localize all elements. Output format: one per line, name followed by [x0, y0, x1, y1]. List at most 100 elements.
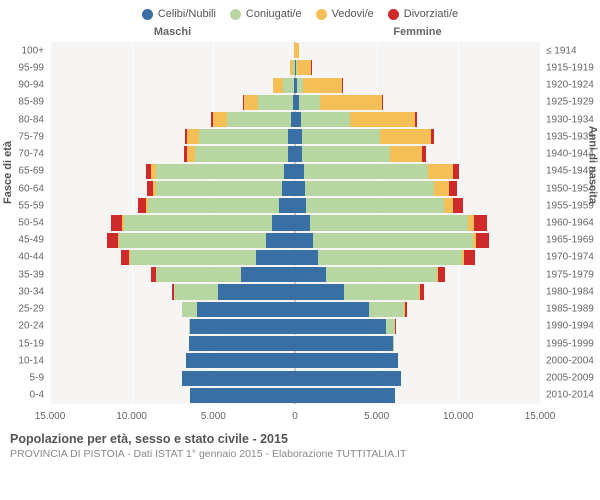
segment: [380, 129, 431, 144]
male-bar: [50, 78, 295, 93]
female-bar: [295, 353, 540, 368]
segment: [295, 336, 393, 351]
female-bar: [295, 250, 540, 265]
age-label: 40-44: [18, 252, 44, 263]
male-bar: [50, 215, 295, 230]
age-label: 85-89: [18, 97, 44, 108]
age-row: [50, 388, 540, 403]
x-tick-label: 0: [292, 411, 298, 422]
segment: [420, 284, 424, 299]
segment: [449, 181, 457, 196]
age-row: [50, 336, 540, 351]
segment: [119, 233, 266, 248]
male-bar: [50, 164, 295, 179]
age-label: 5-9: [30, 373, 44, 384]
male-bar: [50, 43, 295, 58]
female-bar: [295, 78, 540, 93]
male-bar: [50, 146, 295, 161]
male-bar: [50, 284, 295, 299]
legend-item: Vedovi/e: [316, 8, 374, 20]
female-bar: [295, 371, 540, 386]
age-row: [50, 250, 540, 265]
segment: [295, 371, 401, 386]
segment: [422, 146, 426, 161]
age-label: 90-94: [18, 80, 44, 91]
birth-year-label: ≤ 1914: [546, 45, 577, 56]
male-bar: [50, 336, 295, 351]
birth-year-label: 1980-1984: [546, 286, 594, 297]
y-labels-birth: 2010-20142005-20092000-20041995-19991990…: [542, 42, 594, 404]
segment: [295, 388, 395, 403]
birth-year-label: 1975-1979: [546, 269, 594, 280]
segment: [284, 164, 295, 179]
age-row: [50, 284, 540, 299]
male-bar: [50, 388, 295, 403]
age-row: [50, 233, 540, 248]
female-bar: [295, 181, 540, 196]
female-bar: [295, 215, 540, 230]
segment: [390, 146, 423, 161]
segment: [256, 250, 295, 265]
birth-year-label: 1925-1929: [546, 97, 594, 108]
segment: [415, 112, 417, 127]
segment: [431, 129, 434, 144]
age-row: [50, 43, 540, 58]
segment: [195, 146, 288, 161]
birth-year-label: 1915-1919: [546, 62, 594, 73]
segment: [344, 284, 419, 299]
age-label: 35-39: [18, 269, 44, 280]
x-tick-label: 15.000: [35, 411, 66, 422]
segment: [350, 112, 415, 127]
age-row: [50, 371, 540, 386]
segment: [428, 164, 453, 179]
age-row: [50, 112, 540, 127]
segment: [190, 319, 295, 334]
male-bar: [50, 371, 295, 386]
birth-year-label: 1940-1944: [546, 149, 594, 160]
age-row: [50, 181, 540, 196]
chart-subtitle: PROVINCIA DI PISTOIA - Dati ISTAT 1° gen…: [10, 448, 590, 460]
age-label: 70-74: [18, 149, 44, 160]
segment: [283, 78, 294, 93]
female-bar: [295, 302, 540, 317]
segment: [295, 353, 398, 368]
segment: [295, 267, 326, 282]
segment: [130, 250, 256, 265]
segment: [306, 198, 443, 213]
legend: Celibi/NubiliConiugati/eVedovi/eDivorzia…: [6, 8, 594, 20]
plot-area: Fasce di età Anni di nascita Maschi Femm…: [6, 26, 594, 426]
legend-swatch: [142, 9, 153, 20]
segment: [199, 129, 289, 144]
segment: [318, 250, 462, 265]
age-row: [50, 319, 540, 334]
segment: [288, 146, 295, 161]
birth-year-label: 1990-1994: [546, 321, 594, 332]
age-row: [50, 78, 540, 93]
header-male: Maschi: [50, 26, 295, 42]
age-row: [50, 146, 540, 161]
segment: [187, 146, 194, 161]
segment: [266, 233, 295, 248]
birth-year-label: 2005-2009: [546, 373, 594, 384]
segment: [304, 164, 428, 179]
age-row: [50, 60, 540, 75]
birth-year-label: 1965-1969: [546, 235, 594, 246]
legend-swatch: [388, 9, 399, 20]
segment: [258, 95, 292, 110]
age-row: [50, 302, 540, 317]
female-bar: [295, 60, 540, 75]
male-bar: [50, 95, 295, 110]
segment: [218, 284, 295, 299]
male-bar: [50, 267, 295, 282]
age-label: 25-29: [18, 304, 44, 315]
segment: [187, 129, 198, 144]
segment: [295, 164, 304, 179]
female-bar: [295, 129, 540, 144]
segment: [241, 267, 295, 282]
female-bar: [295, 43, 540, 58]
x-axis: 15.00010.0005.00005.00010.00015.000: [50, 406, 540, 426]
male-bar: [50, 198, 295, 213]
male-bar: [50, 302, 295, 317]
birth-year-label: 1995-1999: [546, 338, 594, 349]
age-label: 55-59: [18, 200, 44, 211]
